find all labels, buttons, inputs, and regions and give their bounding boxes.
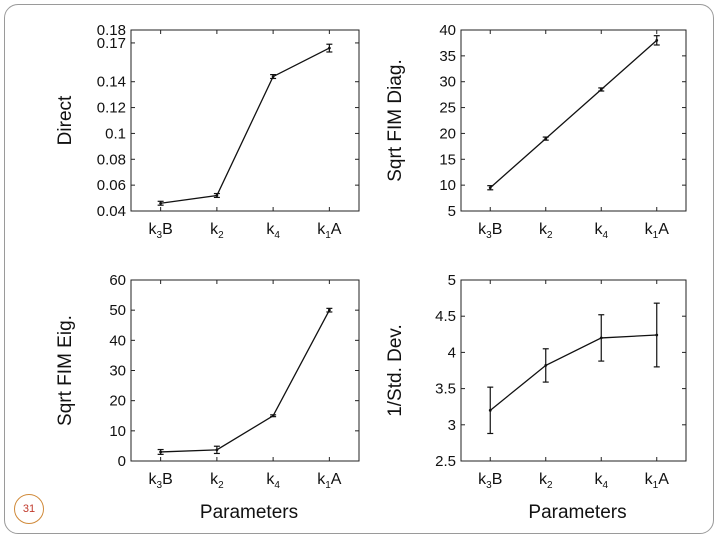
x-tick-label: k3B bbox=[478, 471, 502, 491]
y-tick-label: 40 bbox=[109, 332, 126, 349]
y-tick-label: 30 bbox=[109, 363, 126, 380]
data-point bbox=[271, 75, 275, 78]
series-line bbox=[160, 309, 330, 453]
y-tick-label: 40 bbox=[439, 22, 456, 39]
y-axis-label: Sqrt FIM Eig. bbox=[55, 315, 76, 426]
y-tick-label: 20 bbox=[109, 393, 126, 410]
chart-panel-3: 0 10 20 30 40 50 60 k3B k2 k4 k1A Sqrt FIM Eig. Para… bbox=[55, 272, 360, 523]
y-tick-label: 5 bbox=[448, 203, 456, 220]
y-tick-label: 0 bbox=[118, 453, 126, 470]
y-tick-label: 4.5 bbox=[435, 308, 456, 325]
y-tick-label: 0.12 bbox=[97, 100, 126, 117]
y-tick-label: 10 bbox=[439, 177, 456, 194]
data-point bbox=[488, 186, 492, 190]
x-tick-label: k4 bbox=[594, 221, 608, 241]
plot-frame bbox=[460, 29, 687, 212]
y-tick-label: 15 bbox=[439, 151, 456, 168]
x-tick-label: k1A bbox=[645, 471, 670, 491]
chart-panel-4: 2.5 3 3.5 4 4.5 5 k3B k2 k4 k1A 1/Std. Dev. Paramet… bbox=[385, 272, 687, 523]
y-tick-label: 0.17 bbox=[97, 35, 126, 52]
y-tick-label: 25 bbox=[439, 100, 456, 117]
x-tick-label: k4 bbox=[594, 471, 608, 491]
x-tick-label: k3B bbox=[149, 471, 173, 491]
series-line bbox=[489, 334, 657, 411]
data-point bbox=[215, 448, 219, 452]
chart-panel-2: 5 10 15 20 25 30 35 40 k3B k2 k4 k1A Sqrt FIM Diag. bbox=[385, 22, 687, 241]
chart-panel-1: 0.04 0.06 0.08 0.1 0.12 0.14 0.170.18 k3B k2 k4 k1… bbox=[55, 22, 360, 241]
y-tick-label: 10 bbox=[109, 423, 126, 440]
x-tick-label: k3B bbox=[478, 221, 502, 241]
data-point bbox=[271, 414, 275, 418]
page-number-badge: 31 bbox=[14, 494, 44, 524]
x-axis-label: Parameters bbox=[200, 502, 298, 523]
plot-frame bbox=[130, 29, 360, 212]
series-line bbox=[160, 47, 330, 204]
y-tick-label: 60 bbox=[109, 272, 126, 289]
x-tick-label: k2 bbox=[539, 471, 553, 491]
y-tick-label: 0.18 bbox=[97, 22, 126, 39]
y-tick-label: 35 bbox=[439, 48, 456, 65]
x-tick-label: k4 bbox=[266, 471, 280, 491]
x-tick-label: k1A bbox=[645, 221, 670, 241]
y-tick-label: 4 bbox=[448, 344, 456, 361]
page-number: 31 bbox=[22, 503, 36, 515]
y-tick-label: 0.06 bbox=[97, 177, 126, 194]
x-tick-label: k4 bbox=[266, 221, 280, 241]
y-tick-label: 3 bbox=[448, 417, 456, 434]
series-line bbox=[489, 39, 658, 189]
x-tick-label: k2 bbox=[210, 221, 224, 241]
y-tick-label: 3.5 bbox=[435, 381, 456, 398]
data-point bbox=[599, 336, 603, 340]
data-point bbox=[488, 408, 492, 412]
x-tick-label: k3B bbox=[149, 221, 173, 241]
y-tick-label: 5 bbox=[448, 272, 456, 289]
y-tick-label: 30 bbox=[439, 74, 456, 91]
x-axis-label: Parameters bbox=[528, 502, 626, 523]
y-tick-label: 0.14 bbox=[97, 74, 126, 91]
plot-frame bbox=[130, 279, 360, 462]
data-point bbox=[215, 194, 219, 197]
data-point bbox=[544, 364, 548, 367]
data-point bbox=[159, 201, 163, 205]
x-tick-label: k2 bbox=[210, 471, 224, 491]
data-point bbox=[655, 38, 659, 42]
data-point bbox=[599, 88, 603, 91]
y-tick-label: 2.5 bbox=[435, 453, 456, 470]
x-tick-label: k1A bbox=[317, 221, 342, 241]
y-tick-label: 50 bbox=[109, 302, 126, 319]
data-point bbox=[327, 308, 331, 312]
y-axis-label: 1/Std. Dev. bbox=[385, 324, 406, 417]
y-tick-label: 0.04 bbox=[97, 203, 126, 220]
data-point bbox=[655, 333, 659, 337]
y-axis-label: Direct bbox=[55, 95, 76, 145]
plot-frame bbox=[460, 279, 687, 462]
y-tick-label: 0.1 bbox=[105, 125, 126, 142]
data-point bbox=[327, 46, 331, 50]
y-tick-label: 20 bbox=[439, 125, 456, 142]
y-axis-label: Sqrt FIM Diag. bbox=[385, 59, 406, 181]
y-tick-label: 0.08 bbox=[97, 151, 126, 168]
data-point bbox=[544, 137, 548, 141]
x-tick-label: k2 bbox=[539, 221, 553, 241]
data-point bbox=[159, 450, 163, 454]
x-tick-label: k1A bbox=[317, 471, 342, 491]
